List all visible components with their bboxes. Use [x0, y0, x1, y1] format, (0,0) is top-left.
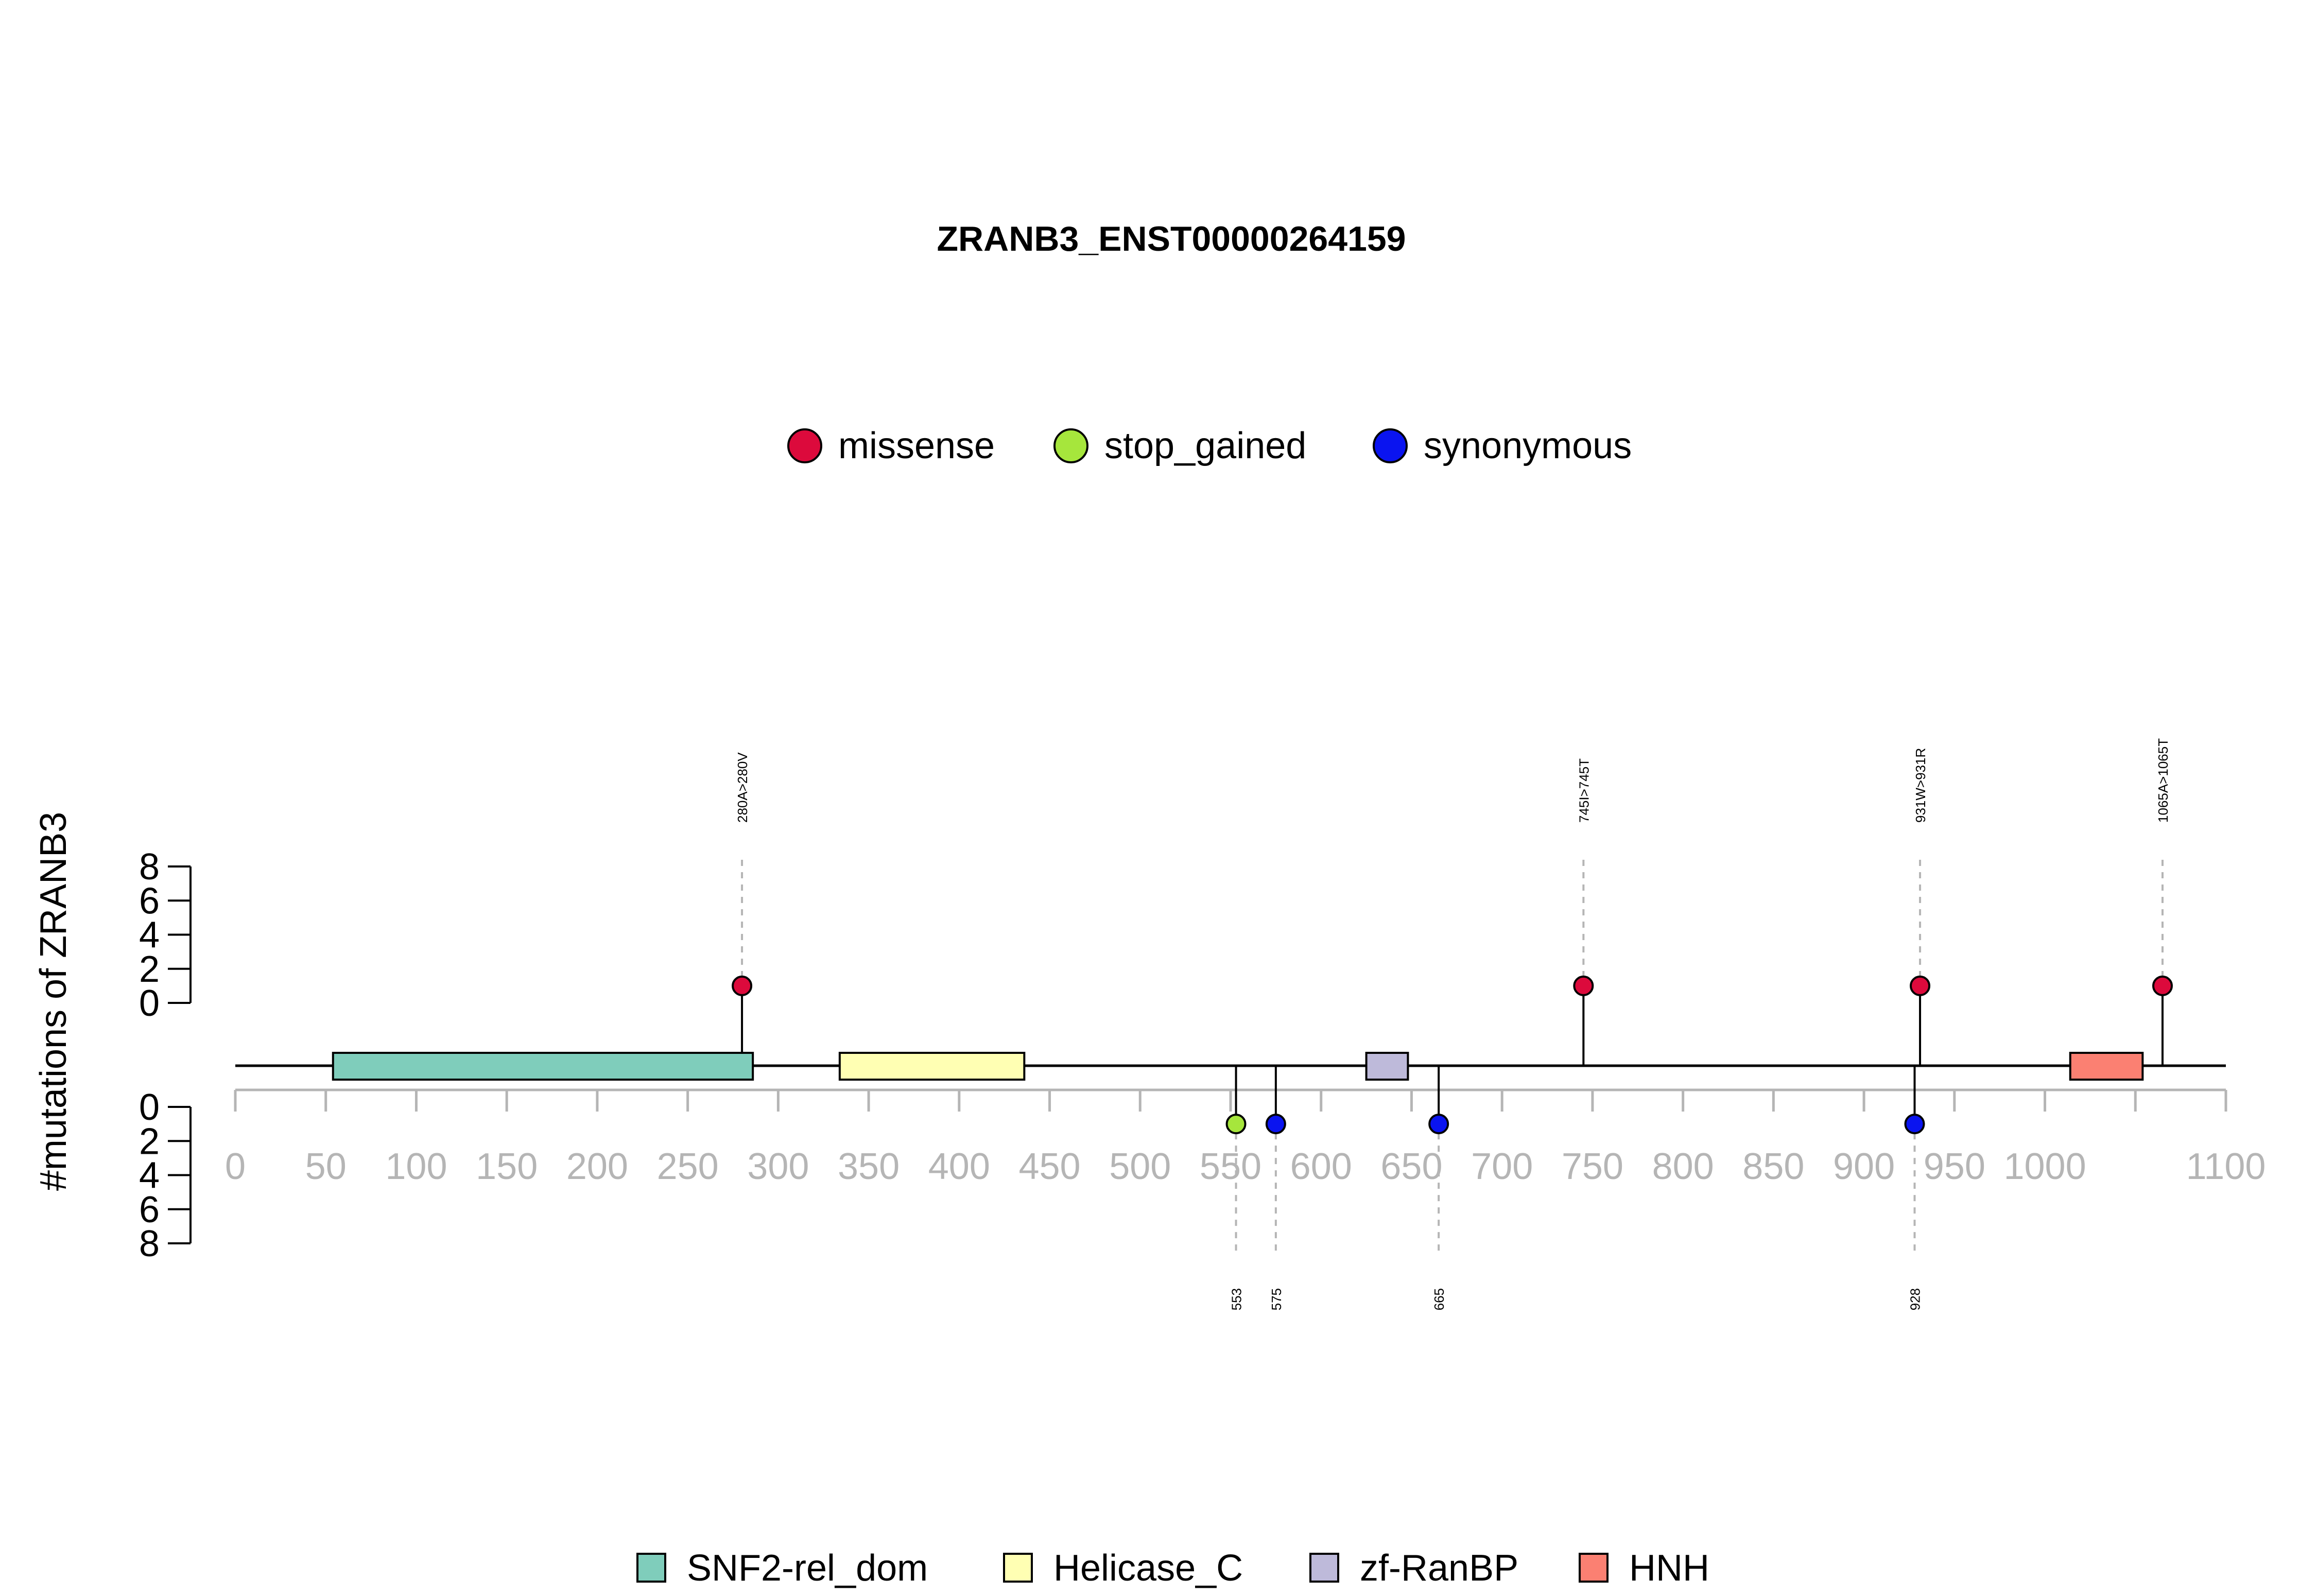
- x-tick-label: 100: [385, 1146, 447, 1187]
- legend-missense-label: missense: [838, 425, 995, 466]
- mutation-point-missense: [1910, 975, 1931, 996]
- mutation-points: [732, 975, 2173, 1135]
- x-tick-label: 400: [928, 1146, 990, 1187]
- lower-y-tick-label: 4: [139, 1155, 160, 1196]
- mutation-point-synonymous: [1428, 1114, 1449, 1135]
- upper-y-tick-label: 8: [139, 846, 160, 888]
- mutation-label: 745I>745T: [1576, 758, 1592, 823]
- mutation-label: 575: [1269, 1288, 1284, 1310]
- x-tick-label: 750: [1562, 1146, 1623, 1187]
- x-tick-label: 0: [225, 1146, 246, 1187]
- domain-legend-HNH-label: HNH: [1629, 1548, 1709, 1589]
- mutation-label: 665: [1431, 1288, 1447, 1310]
- x-tick-label: 950: [1924, 1146, 1985, 1187]
- mutation-point-missense: [1573, 975, 1594, 996]
- x-tick-label: 450: [1018, 1146, 1080, 1187]
- upper-y-tick-label: 0: [139, 983, 160, 1024]
- domain-Helicase_C: [838, 1052, 1026, 1081]
- lower-y-tick-label: 6: [139, 1189, 160, 1230]
- x-tick-label: 300: [747, 1146, 809, 1187]
- x-tick-label: 200: [566, 1146, 628, 1187]
- legend-stop_gained-label: stop_gained: [1104, 425, 1306, 466]
- mutation-label: 928: [1907, 1288, 1923, 1310]
- mutation-label: 280A>280V: [735, 752, 750, 823]
- x-tick-label: 800: [1652, 1146, 1714, 1187]
- x-tick-label: 900: [1833, 1146, 1895, 1187]
- legend-stop_gained-marker: [1053, 428, 1088, 463]
- lower-y-tick-label: 2: [139, 1121, 160, 1162]
- lower-y-tick-label: 8: [139, 1223, 160, 1264]
- lower-y-tick-label: 0: [139, 1087, 160, 1128]
- upper-y-tick-label: 6: [139, 880, 160, 922]
- mutation-label: 553: [1229, 1288, 1244, 1310]
- domain-legend-Helicase_C-swatch: [1003, 1553, 1033, 1583]
- domain-legend: SNF2-rel_dom Helicase_C zf-RanBP HNH: [636, 1548, 1709, 1589]
- domain-legend-zf-RanBP-swatch: [1309, 1553, 1339, 1583]
- domain-SNF2-rel_dom: [332, 1052, 754, 1081]
- x-tick-label: 1000: [2003, 1146, 2086, 1187]
- mutation-label: 1065A>1065T: [2155, 738, 2171, 823]
- x-tick-label: 150: [476, 1146, 538, 1187]
- mutation-label: 931W>931R: [1913, 748, 1928, 823]
- legend-missense-marker: [787, 428, 822, 463]
- legend-synonymous-marker: [1373, 428, 1408, 463]
- x-tick-label: 550: [1200, 1146, 1261, 1187]
- x-tick-label: 650: [1380, 1146, 1442, 1187]
- x-tick-label: 850: [1742, 1146, 1804, 1187]
- x-tick-label: 1100: [2186, 1146, 2266, 1187]
- legend-synonymous-label: synonymous: [1424, 425, 1632, 466]
- domain-legend-SNF2-rel_dom-swatch: [636, 1553, 666, 1583]
- chart-title: ZRANB3_ENST00000264159: [937, 219, 1406, 258]
- mutation-point-synonymous: [1265, 1114, 1286, 1135]
- mutation-point-synonymous: [1904, 1114, 1925, 1135]
- x-tick-label: 50: [305, 1146, 347, 1187]
- mutation-point-missense: [732, 975, 753, 996]
- upper-y-tick-label: 2: [139, 949, 160, 990]
- domain-zf-RanBP: [1365, 1052, 1409, 1081]
- y-axis-label: #mutations of ZRANB3: [33, 812, 74, 1191]
- x-tick-label: 350: [838, 1146, 900, 1187]
- mutation-labels: 280A>280V 745I>745T 931W>931R 1065A>1065T 55…: [735, 738, 2171, 1311]
- domain-legend-HNH-swatch: [1579, 1553, 1609, 1583]
- x-tick-label: 500: [1109, 1146, 1171, 1187]
- mutation-point-missense: [2152, 975, 2173, 996]
- domain-legend-Helicase_C-label: Helicase_C: [1053, 1548, 1243, 1589]
- domain-HNH: [2069, 1052, 2144, 1081]
- x-tick-label: 600: [1290, 1146, 1352, 1187]
- x-tick-label: 250: [657, 1146, 719, 1187]
- protein-domains: [332, 1052, 2144, 1081]
- domain-legend-zf-RanBP-label: zf-RanBP: [1360, 1548, 1518, 1589]
- mutation-point-stop_gained: [1225, 1114, 1247, 1135]
- mutation-type-legend: missense stop_gained synonymous: [787, 425, 1632, 466]
- x-axis: 0 50 100 150 200 250 300 350 400 450 500 550 600 650 7…: [225, 1088, 2266, 1187]
- x-tick-label: 700: [1471, 1146, 1533, 1187]
- domain-legend-SNF2-rel_dom-label: SNF2-rel_dom: [687, 1548, 928, 1589]
- upper-y-tick-label: 4: [139, 915, 160, 956]
